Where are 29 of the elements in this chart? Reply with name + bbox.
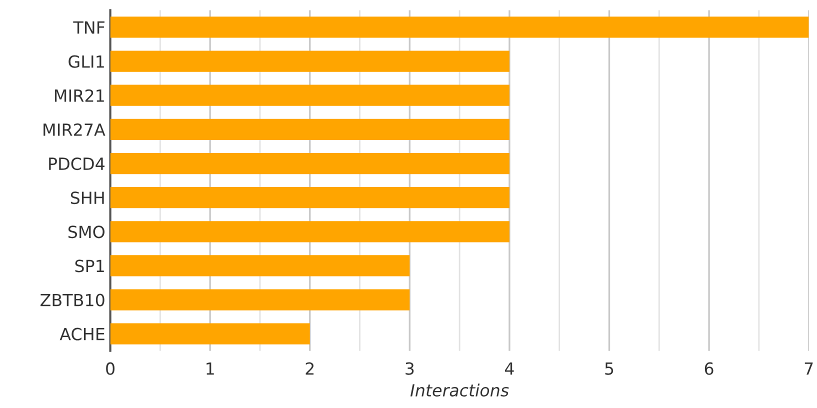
x-tick-label: 1 [206,362,214,375]
bar [110,221,510,242]
bar [110,289,410,310]
y-tick-label: SP1 [75,260,104,272]
y-tick-label: SHH [70,192,104,204]
bar [110,16,809,38]
bar [110,152,510,174]
y-tick-label: ZBTB10 [40,294,104,306]
bar [110,50,510,72]
y-tick-label: GLI1 [68,55,104,68]
x-tick-label: 4 [504,362,514,375]
x-tick-label: 2 [306,362,314,375]
x-tick-label: 0 [106,362,114,375]
bar [110,118,510,140]
y-tick-label: SMO [68,226,104,238]
bar [110,323,310,344]
x-axis-title: Interactions [410,384,509,397]
y-tick-label: ACHE [60,328,104,340]
x-tick-label: 6 [704,362,714,375]
x-tick-label: 5 [605,362,614,375]
y-tick-label: MIR21 [54,89,104,102]
x-tick-label: 7 [804,362,813,375]
bar [110,255,410,276]
bar [110,84,510,106]
y-tick-label: MIR27A [44,123,106,136]
x-tick-label: 3 [406,362,414,375]
y-tick-label: PDCD4 [49,157,104,170]
bar [110,187,510,208]
y-tick-label: TNF [73,21,104,34]
